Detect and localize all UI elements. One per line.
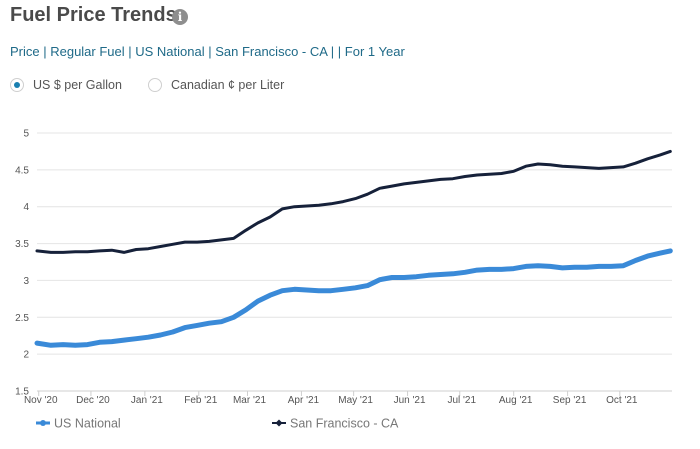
y-tick-label: 5 [23, 129, 29, 140]
series-line-us-national[interactable] [34, 248, 673, 348]
series-line-san-francisco[interactable] [35, 149, 672, 254]
radio-button-selected[interactable] [10, 78, 24, 92]
radio-button[interactable] [148, 78, 162, 92]
y-tick-label: 3.5 [15, 239, 29, 250]
unit-option-canadian-liter[interactable]: Canadian ¢ per Liter [148, 76, 284, 94]
x-tick-label: Sep '21 [553, 395, 587, 406]
unit-option-label: US $ per Gallon [33, 78, 122, 92]
x-tick-label: Jul '21 [447, 395, 476, 406]
x-tick-label: Oct '21 [606, 395, 638, 406]
legend-item-us-national[interactable]: US National [36, 417, 121, 431]
legend-label: San Francisco - CA [290, 417, 399, 431]
unit-option-us-gallon[interactable]: US $ per Gallon [10, 76, 122, 94]
x-tick-label: Dec '20 [76, 395, 110, 406]
y-tick-label: 1.5 [15, 387, 29, 398]
x-tick-label: May '21 [338, 395, 373, 406]
legend-label: US National [54, 417, 121, 431]
x-tick-label: Apr '21 [288, 395, 320, 406]
line-chart: 1.5 2 2.5 3 3.5 4 4.5 5 Nov '20 Dec '20 Jan '21 Fe… [15, 129, 673, 431]
y-tick-label: 2.5 [15, 313, 29, 324]
page-title: Fuel Price Trends [10, 4, 177, 26]
legend-marker [40, 420, 46, 426]
x-tick-label: Nov '20 [24, 395, 58, 406]
y-tick-label: 4 [23, 202, 29, 213]
legend-item-san-francisco[interactable]: San Francisco - CA [272, 417, 399, 431]
info-icon[interactable]: i [172, 9, 188, 25]
x-tick-label: Aug '21 [499, 395, 533, 406]
x-tick-label: Feb '21 [184, 395, 217, 406]
y-tick-label: 4.5 [15, 165, 29, 176]
x-tick-label: Jan '21 [131, 395, 163, 406]
x-tick-label: Mar '21 [233, 395, 266, 406]
x-tick-label: Jun '21 [394, 395, 426, 406]
unit-option-label: Canadian ¢ per Liter [171, 78, 285, 92]
y-tick-label: 2 [23, 350, 29, 361]
legend-marker [275, 419, 283, 427]
y-tick-label: 3 [23, 276, 29, 287]
breadcrumb[interactable]: Price | Regular Fuel | US National | San… [10, 44, 405, 59]
